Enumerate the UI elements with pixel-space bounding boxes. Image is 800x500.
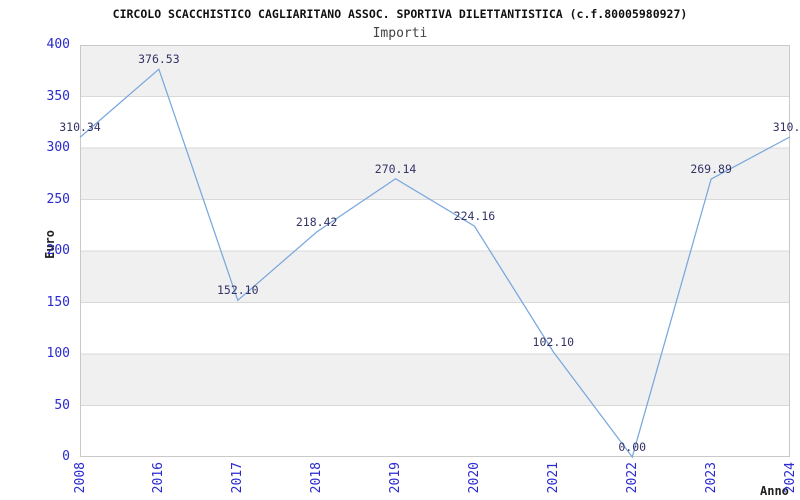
data-point-label: 310.34 [59,120,101,135]
chart-title: CIRCOLO SCACCHISTICO CAGLIARITANO ASSOC.… [112,7,688,21]
x-tick-label: 2022 [624,462,640,494]
chart-subtitle: Importi [372,26,428,41]
background-band [80,96,790,148]
data-point-label: 0.00 [618,440,647,454]
y-tick-label: 250 [46,191,70,207]
x-tick-label: 2017 [230,462,246,494]
background-band [80,199,790,251]
x-tick-label: 2008 [72,462,88,494]
data-point-label: 102.10 [532,334,575,349]
background-band [80,148,790,200]
data-point-label: 224.16 [453,209,496,224]
x-tick-label: 2023 [703,462,719,494]
background-band [80,251,790,303]
x-axis-title: Anno [760,484,789,498]
y-tick-label: 350 [46,88,70,104]
y-tick-label: 150 [46,294,70,310]
background-band [80,354,790,406]
data-point-label: 152.10 [216,283,259,298]
data-point-label: 270.14 [374,161,417,176]
y-tick-label: 200 [46,243,70,258]
x-tick-label: 2021 [545,462,561,494]
data-point-label: 269.89 [690,162,732,176]
x-tick-label: 2018 [309,462,325,494]
plot-area: 310.34 376.53 152.10 218.42 270.14 224.16 102.… [59,45,800,459]
x-tick-label: 2019 [388,462,404,494]
y-tick-label: 100 [46,346,70,361]
background-band [80,45,790,97]
x-tick-label: 2020 [466,462,482,494]
data-point-label: 310.8 [772,119,800,134]
series-line [79,68,791,459]
y-tick-label: 300 [46,140,70,155]
background-band [80,302,790,354]
y-tick-label: 0 [62,449,70,464]
plot-border [80,45,790,457]
data-point-label: 376.53 [138,52,180,67]
x-tick-label: 2016 [151,462,167,494]
y-tick-label: 400 [46,37,70,52]
y-tick-label: 50 [54,397,70,413]
plot-svg [79,45,791,459]
data-point-label: 218.42 [295,215,338,230]
x-tick-label: 2024 [782,462,798,494]
background-band [80,405,790,457]
